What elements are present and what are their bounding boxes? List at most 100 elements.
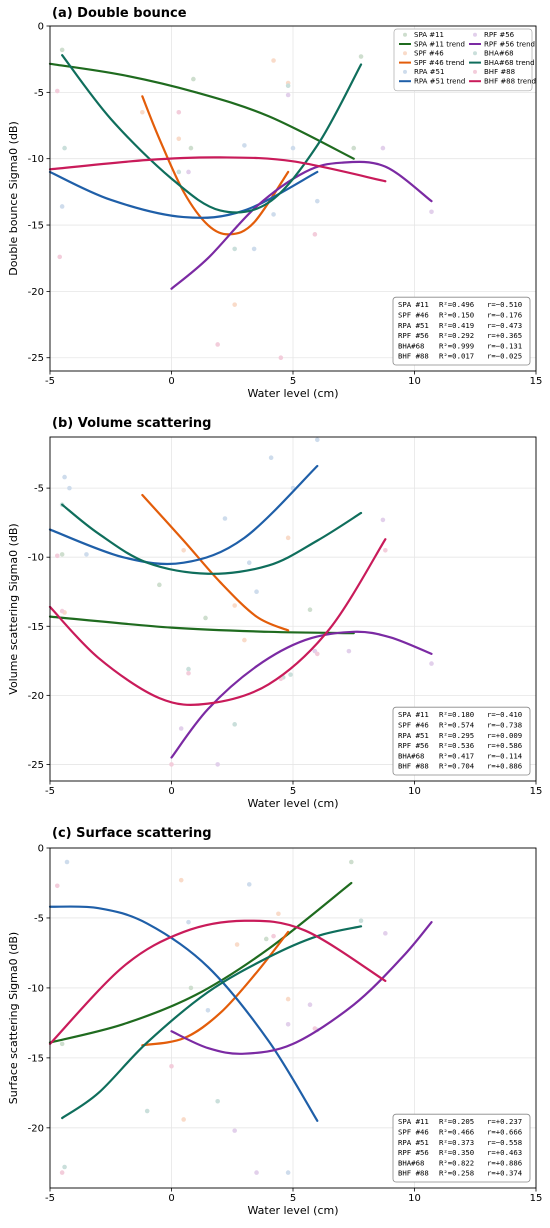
trend-line (48, 919, 387, 1045)
scatter-point (176, 109, 182, 115)
stats-series-name: BHF #88 (398, 352, 429, 361)
y-tick-label: -10 (28, 154, 44, 165)
y-tick-label: -15 (28, 1053, 44, 1064)
scatter-point (383, 547, 388, 553)
x-tick-label: 5 (290, 1193, 296, 1204)
scatter-point (242, 637, 247, 643)
stats-r-squared: R²=0.150 (439, 311, 474, 320)
stats-r-value: r=−0.131 (487, 341, 522, 350)
y-tick-label: -25 (28, 760, 44, 771)
scatter-point (64, 859, 70, 865)
stats-series-name: SPA #11 (398, 1117, 429, 1126)
scatter-point (232, 1128, 237, 1133)
scatter-point (191, 76, 196, 82)
stats-r-squared: R²=0.704 (439, 762, 475, 771)
stats-series-name: BHA#68 (398, 1158, 424, 1167)
scatter-point (254, 1170, 259, 1175)
scatter-point (54, 88, 60, 94)
y-tick-label: 0 (38, 22, 44, 33)
scatter-point (157, 582, 162, 588)
scatter-point (222, 516, 228, 521)
scatter-point (285, 92, 291, 98)
scatter-point (215, 1098, 220, 1104)
stats-r-value: r=−0.025 (487, 352, 522, 361)
x-tick-label: 5 (290, 786, 296, 797)
stats-r-squared: R²=0.822 (439, 1158, 474, 1167)
stats-r-squared: R²=0.017 (439, 352, 474, 361)
stats-series-name: SPA #11 (398, 300, 429, 309)
y-tick-label: -15 (28, 221, 44, 232)
stats-r-value: r=+0.463 (487, 1148, 522, 1157)
trend-line (170, 630, 433, 759)
x-tick-label: 10 (408, 1193, 421, 1204)
scatter-point (232, 246, 237, 252)
stats-box (392, 706, 531, 776)
scatter-point (59, 204, 65, 209)
stats-r-value: r=−0.558 (487, 1138, 522, 1147)
x-tick-label: 15 (530, 376, 543, 387)
scatter-point (285, 535, 291, 541)
x-tick-label: 10 (408, 786, 421, 797)
stats-series-name: RPF #56 (398, 331, 429, 340)
scatter-point (268, 455, 274, 461)
y-tick-label: 0 (38, 844, 44, 855)
scatter-point (351, 145, 357, 151)
x-tick-label: 0 (168, 786, 174, 797)
x-tick-label: 15 (530, 786, 543, 797)
scatter-point (54, 883, 60, 889)
scatter-point (380, 517, 386, 523)
scatter-point (285, 1170, 291, 1175)
stats-r-value: r=−0.738 (487, 721, 522, 730)
scatter-point (251, 246, 257, 252)
trend-line (61, 503, 363, 575)
stats-r-squared: R²=0.258 (439, 1169, 474, 1178)
stats-series-name: BHA#68 (398, 751, 424, 760)
legend-entry: BHA#68 trend (484, 59, 535, 67)
scatter-point (234, 942, 240, 947)
trend-line (48, 464, 319, 566)
trend-line (48, 538, 387, 707)
y-tick-label: -5 (34, 484, 44, 495)
scatter-point (276, 911, 281, 917)
legend-marker-swatch (403, 69, 407, 74)
legend-marker-swatch (473, 51, 477, 56)
scatter-point (144, 1108, 150, 1114)
scatter-point (232, 603, 237, 608)
legend-entry: RPA #51 (414, 68, 444, 76)
x-tick-label: -5 (45, 1193, 55, 1204)
stats-series-name: BHF #88 (398, 762, 429, 771)
scatter-point (62, 145, 67, 151)
stats-r-value: r=+0.009 (487, 731, 522, 740)
stats-r-squared: R²=0.295 (439, 731, 474, 740)
trend-line (61, 925, 363, 1120)
scatter-point (315, 651, 320, 657)
stats-r-value: r=+0.666 (487, 1128, 522, 1137)
legend-box (393, 28, 533, 92)
legend-entry: BHA#68 (484, 50, 514, 58)
scatter-point (285, 1021, 291, 1027)
scatter-point (246, 560, 252, 566)
scatter-point (246, 882, 252, 887)
scatter-point (176, 136, 182, 142)
trend-line (48, 170, 319, 219)
scatter-point (186, 670, 191, 676)
scatter-point (288, 672, 293, 677)
y-tick-label: -15 (28, 622, 44, 633)
scatter-point (315, 437, 320, 443)
stats-r-squared: R²=0.496 (439, 300, 474, 309)
legend-entry: RPA #51 trend (414, 78, 465, 86)
scatter-point (59, 1041, 65, 1047)
stats-r-value: r=+0.586 (487, 741, 522, 750)
stats-r-squared: R²=0.417 (439, 751, 474, 760)
stats-r-value: r=+0.886 (487, 762, 522, 771)
scatter-point (312, 232, 318, 237)
scatter-point (169, 1063, 174, 1069)
scatter-point (169, 762, 174, 767)
trend-line (61, 54, 363, 214)
legend-marker-swatch (473, 69, 477, 74)
stats-r-value: r=+0.237 (487, 1117, 522, 1126)
panel-title: (b) Volume scattering (52, 416, 212, 431)
stats-series-name: SPF #46 (398, 1128, 429, 1137)
x-axis-label: Water level (cm) (247, 797, 338, 810)
